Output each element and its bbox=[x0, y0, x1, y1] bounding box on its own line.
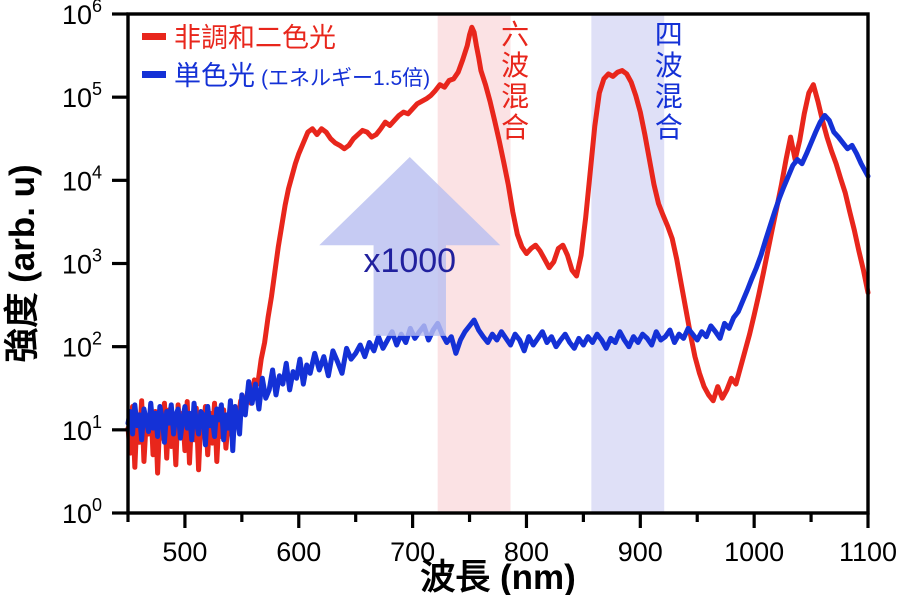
x-tick-label: 800 bbox=[504, 537, 549, 567]
y-tick-label: 105 bbox=[62, 79, 102, 113]
annotation-char: 合 bbox=[501, 112, 529, 143]
y-axis-title: 強度 (arb. u) bbox=[3, 164, 42, 362]
annotation-char: 四 bbox=[655, 19, 683, 50]
x-tick-label: 1000 bbox=[724, 537, 784, 567]
arrow-label: x1000 bbox=[363, 242, 456, 280]
y-tick-label: 103 bbox=[62, 246, 102, 280]
x-axis-title: 波長 (nm) bbox=[420, 558, 576, 595]
x-tick-label: 700 bbox=[390, 537, 435, 567]
data-curves bbox=[125, 24, 871, 476]
annotation-char: 混 bbox=[655, 81, 683, 112]
y-axis-ticks: 100 101 102 103 104 105 106 bbox=[62, 0, 128, 529]
legend-label-red: 非調和二色光 bbox=[174, 23, 336, 53]
legend-swatch-red bbox=[142, 33, 166, 40]
x-tick-label: 1100 bbox=[839, 537, 897, 567]
y-tick-label: 101 bbox=[62, 412, 102, 446]
up-arrow-shape bbox=[319, 157, 501, 336]
six-wave-band bbox=[437, 14, 511, 513]
axis-titles: 波長 (nm) 強度 (arb. u) bbox=[3, 164, 576, 595]
x-tick-label: 900 bbox=[618, 537, 663, 567]
x-axis-ticks: 500 600 700 800 900 1000 1100 bbox=[126, 513, 897, 567]
scale-arrow: x1000 bbox=[319, 157, 501, 336]
annotation-char: 混 bbox=[501, 81, 529, 112]
four-wave-band bbox=[591, 14, 665, 513]
x-tick-label: 600 bbox=[276, 537, 321, 567]
annotation-char: 波 bbox=[501, 50, 529, 81]
annotation-char: 六 bbox=[501, 19, 529, 50]
curve-blue-monochromatic bbox=[125, 112, 871, 454]
legend-sublabel-blue: (エネルギー1.5倍) bbox=[261, 67, 430, 90]
legend-label-blue: 単色光 bbox=[174, 61, 255, 91]
shaded-bands bbox=[437, 14, 665, 513]
annotation-char: 波 bbox=[655, 50, 683, 81]
x-tick-label: 500 bbox=[162, 537, 207, 567]
y-tick-label: 100 bbox=[62, 495, 102, 529]
y-tick-label: 102 bbox=[62, 329, 102, 363]
legend-swatch-blue bbox=[142, 71, 166, 78]
y-tick-label: 106 bbox=[62, 0, 102, 30]
annotation-char: 合 bbox=[655, 112, 683, 143]
y-tick-label: 104 bbox=[62, 162, 102, 196]
